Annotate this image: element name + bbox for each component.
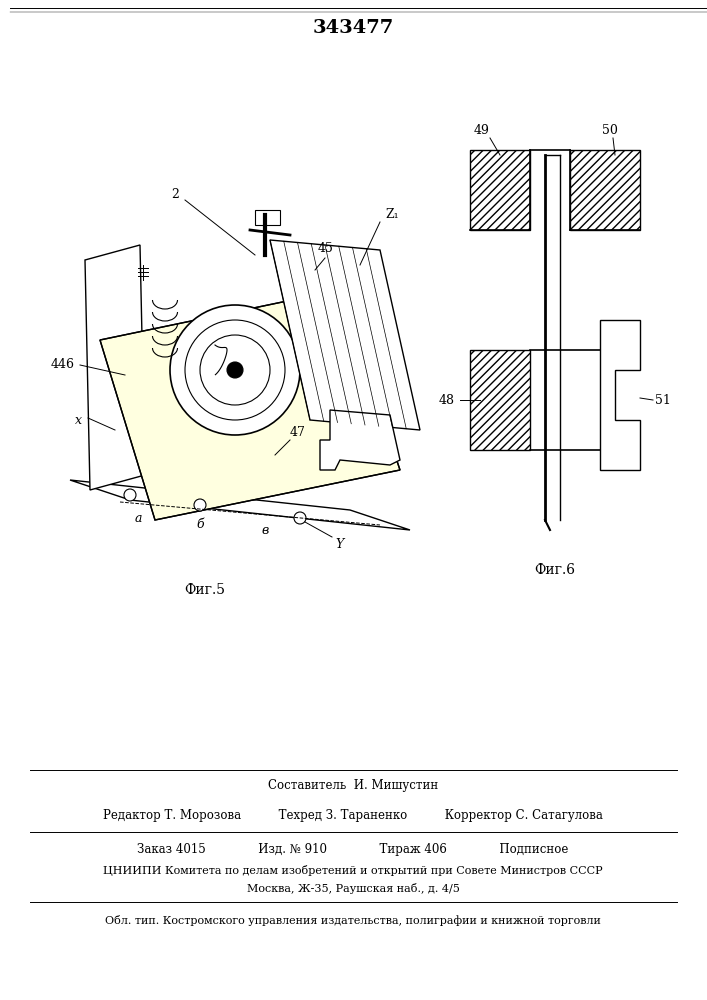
Polygon shape (100, 290, 400, 520)
Circle shape (194, 499, 206, 511)
Bar (255, 210, 280, 225)
Polygon shape (320, 410, 400, 470)
Polygon shape (85, 245, 145, 490)
Circle shape (200, 335, 270, 405)
Polygon shape (270, 240, 420, 430)
Bar (470, 350, 530, 450)
Polygon shape (600, 320, 640, 470)
Text: Фиг.6: Фиг.6 (534, 563, 575, 577)
Text: Москва, Ж-35, Раушская наб., д. 4/5: Москва, Ж-35, Раушская наб., д. 4/5 (247, 882, 460, 894)
Text: Фиг.5: Фиг.5 (185, 583, 226, 597)
Bar (570, 150, 640, 230)
Text: 45: 45 (318, 241, 334, 254)
Text: 446: 446 (51, 359, 75, 371)
Circle shape (170, 305, 300, 435)
Text: Редактор Т. Морозова          Техред З. Тараненко          Корректор С. Сатагуло: Редактор Т. Морозова Техред З. Тараненко… (103, 808, 603, 822)
Text: 343477: 343477 (312, 19, 394, 37)
Text: Обл. тип. Костромского управления издательства, полиграфии и книжной торговли: Обл. тип. Костромского управления издате… (105, 914, 601, 926)
Text: б: б (196, 518, 204, 530)
Text: 49: 49 (474, 123, 490, 136)
Circle shape (124, 489, 136, 501)
Text: Z₁: Z₁ (385, 209, 399, 222)
Text: Y: Y (336, 538, 344, 552)
Circle shape (227, 362, 243, 378)
Text: x: x (74, 414, 81, 426)
Text: 50: 50 (602, 123, 618, 136)
Text: Заказ 4015              Изд. № 910              Тираж 406              Подписное: Заказ 4015 Изд. № 910 Тираж 406 Подписно… (137, 844, 568, 856)
Text: 48: 48 (439, 393, 455, 406)
Text: ЦНИИПИ Комитета по делам изобретений и открытий при Совете Министров СССР: ЦНИИПИ Комитета по делам изобретений и о… (103, 864, 603, 876)
Text: 51: 51 (655, 393, 671, 406)
Text: Составитель  И. Мишустин: Составитель И. Мишустин (268, 778, 438, 792)
Bar (470, 150, 530, 230)
Text: 2: 2 (171, 188, 179, 202)
Circle shape (294, 512, 306, 524)
Text: a: a (134, 512, 141, 524)
Polygon shape (70, 480, 410, 530)
Text: 47: 47 (290, 426, 306, 438)
Circle shape (185, 320, 285, 420)
Text: в: в (262, 524, 269, 536)
